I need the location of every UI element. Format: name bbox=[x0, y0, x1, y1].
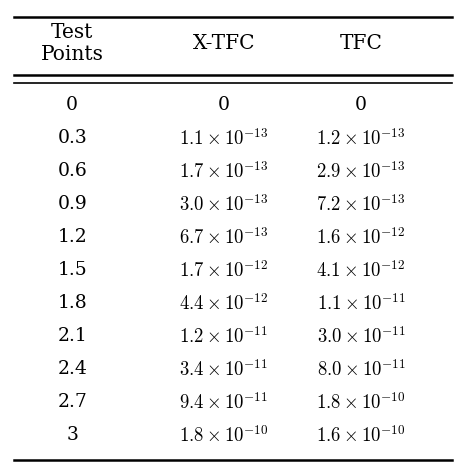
Text: TFC: TFC bbox=[340, 34, 383, 53]
Text: 0.6: 0.6 bbox=[57, 162, 87, 180]
Text: $1.6\times10^{-12}$: $1.6\times10^{-12}$ bbox=[316, 227, 406, 248]
Text: 1.8: 1.8 bbox=[57, 294, 87, 312]
Text: 0.3: 0.3 bbox=[57, 129, 87, 147]
Text: $4.4\times10^{-12}$: $4.4\times10^{-12}$ bbox=[179, 293, 268, 314]
Text: X-TFC: X-TFC bbox=[192, 34, 255, 53]
Text: $1.1\times10^{-11}$: $1.1\times10^{-11}$ bbox=[317, 293, 405, 314]
Text: 0: 0 bbox=[66, 96, 78, 114]
Text: 1.5: 1.5 bbox=[57, 261, 87, 279]
Text: $1.7\times10^{-13}$: $1.7\times10^{-13}$ bbox=[179, 161, 268, 182]
Text: 0: 0 bbox=[218, 96, 230, 114]
Text: $2.9\times10^{-13}$: $2.9\times10^{-13}$ bbox=[316, 161, 406, 182]
Text: $4.1\times10^{-12}$: $4.1\times10^{-12}$ bbox=[316, 260, 406, 281]
Text: $3.4\times10^{-11}$: $3.4\times10^{-11}$ bbox=[179, 359, 268, 379]
Text: $1.7\times10^{-12}$: $1.7\times10^{-12}$ bbox=[179, 260, 268, 281]
Text: 2.7: 2.7 bbox=[57, 393, 87, 411]
Text: 0.9: 0.9 bbox=[57, 195, 87, 213]
Text: 1.2: 1.2 bbox=[57, 228, 87, 246]
Text: Test
Points: Test Points bbox=[41, 23, 103, 64]
Text: $7.2\times10^{-13}$: $7.2\times10^{-13}$ bbox=[316, 194, 406, 215]
Text: $1.2\times10^{-13}$: $1.2\times10^{-13}$ bbox=[316, 128, 406, 149]
Text: $1.6\times10^{-10}$: $1.6\times10^{-10}$ bbox=[316, 425, 406, 446]
Text: $1.8\times10^{-10}$: $1.8\times10^{-10}$ bbox=[316, 392, 406, 413]
Text: $8.0\times10^{-11}$: $8.0\times10^{-11}$ bbox=[317, 359, 405, 379]
Text: 0: 0 bbox=[355, 96, 367, 114]
Text: 2.4: 2.4 bbox=[57, 360, 87, 378]
Text: $1.2\times10^{-11}$: $1.2\times10^{-11}$ bbox=[179, 326, 268, 347]
Text: $6.7\times10^{-13}$: $6.7\times10^{-13}$ bbox=[179, 227, 268, 248]
Text: 3: 3 bbox=[66, 426, 78, 444]
Text: $3.0\times10^{-13}$: $3.0\times10^{-13}$ bbox=[179, 194, 268, 215]
Text: $3.0\times10^{-11}$: $3.0\times10^{-11}$ bbox=[317, 326, 405, 347]
Text: $1.8\times10^{-10}$: $1.8\times10^{-10}$ bbox=[179, 425, 268, 446]
Text: 2.1: 2.1 bbox=[57, 327, 87, 345]
Text: $1.1\times10^{-13}$: $1.1\times10^{-13}$ bbox=[179, 128, 268, 149]
Text: $9.4\times10^{-11}$: $9.4\times10^{-11}$ bbox=[179, 392, 268, 413]
